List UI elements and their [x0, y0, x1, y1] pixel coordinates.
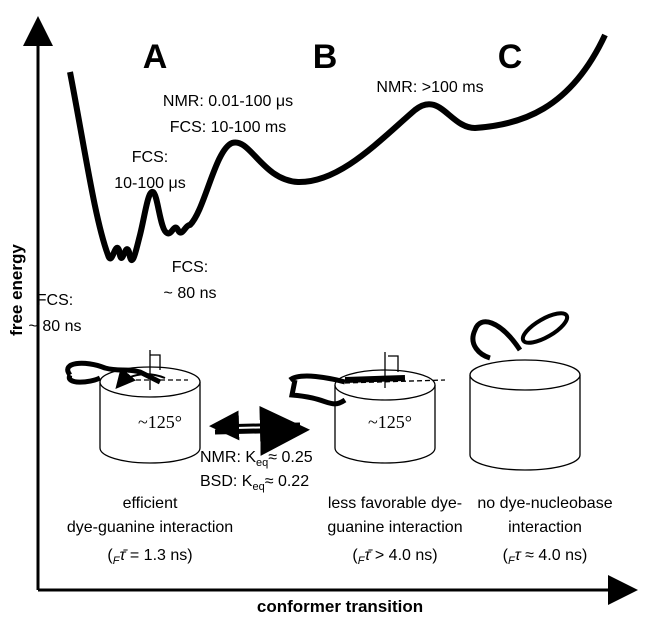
text-part: ≈ 0.22: [265, 473, 309, 490]
annotation: FCS: 10-100 ms: [170, 119, 286, 136]
annotation: FCS:: [37, 292, 73, 309]
caption-line: no dye-nucleobase: [477, 495, 612, 512]
angle-label: ~125°: [138, 412, 182, 432]
caption-line: (Fτ̄ > 4.0 ns): [352, 547, 437, 567]
arrow: [209, 410, 301, 441]
text-part: = 1.3 ns): [125, 547, 192, 564]
caption-line: dye-guanine interaction: [67, 519, 233, 536]
text-part: (: [107, 547, 113, 564]
cylinder-b: [288, 352, 446, 464]
annotation: FCS:: [172, 259, 208, 276]
annotation: FCS:: [132, 149, 168, 166]
state-letter: C: [498, 38, 523, 76]
text-part: > 4.0 ns): [370, 547, 437, 564]
text-part: ≈ 0.25: [268, 449, 312, 466]
caption-line: interaction: [508, 519, 582, 536]
energy-curve: [67, 33, 608, 263]
text-part: BSD: K: [200, 473, 253, 490]
text-part: NMR: K: [200, 449, 256, 466]
arrow: [214, 405, 310, 456]
caption-line: less favorable dye-: [328, 495, 462, 512]
caption-line: guanine interaction: [327, 519, 462, 536]
equilibrium-label: BSD: Keq≈ 0.22: [200, 473, 309, 493]
subscript: eq: [252, 481, 264, 493]
angle-label: ~125°: [368, 412, 412, 432]
annotation: NMR: >100 ms: [376, 79, 483, 96]
subscript: F: [113, 555, 121, 567]
annotation: ~ 80 ns: [164, 285, 217, 302]
text-part: τ̄: [119, 547, 128, 564]
x-axis-label: conformer transition: [257, 597, 423, 616]
caption-line: (Fτ ≈ 4.0 ns): [503, 547, 588, 567]
annotation: NMR: 0.01-100 μs: [163, 93, 293, 110]
text-part: (: [503, 547, 509, 564]
cylinder-a: [65, 350, 201, 464]
state-letter: B: [313, 38, 338, 76]
cylinder-c: [469, 311, 581, 471]
subscript: F: [508, 555, 516, 567]
caption-line: (Fτ̄ = 1.3 ns): [107, 547, 192, 567]
text-part: τ: [515, 547, 522, 564]
state-letter: A: [143, 38, 168, 76]
annotation: 10-100 μs: [114, 175, 185, 192]
text-part: τ̄: [364, 547, 373, 564]
annotation: ~ 80 ns: [29, 318, 82, 335]
subscript: eq: [256, 457, 268, 469]
subscript: F: [358, 555, 366, 567]
caption-line: efficient: [123, 495, 178, 512]
text-part: (: [352, 547, 358, 564]
equilibrium-label: NMR: Keq≈ 0.25: [200, 449, 313, 469]
y-axis-label: free energy: [7, 244, 26, 336]
text-part: ≈ 4.0 ns): [521, 547, 588, 564]
